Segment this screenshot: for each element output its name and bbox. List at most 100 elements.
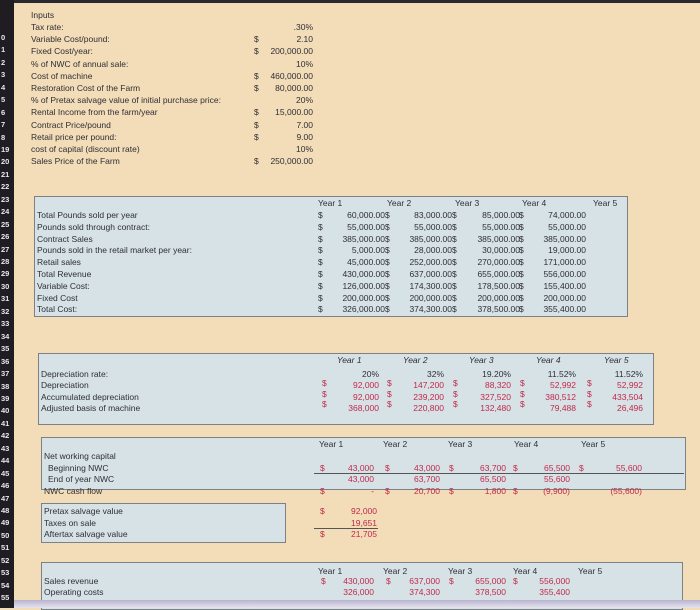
cell-value[interactable]: 65,500 [480,474,506,484]
cell-value[interactable]: 55,000.00 [482,221,520,232]
cell-value[interactable]: 385,000.00 [409,233,452,244]
input-value[interactable]: 7.00 [296,119,313,130]
cell-value[interactable]: 378,500 [475,587,506,598]
row-number[interactable]: 25 [1,219,10,229]
cell-value[interactable]: 79,488 [550,402,576,413]
row-number[interactable]: 47 [1,493,10,503]
input-label[interactable]: Cost of machine [31,70,93,81]
row-number[interactable]: 33 [1,319,10,329]
row-number[interactable]: 7 [1,120,6,130]
cell-value[interactable]: 52,992 [617,380,643,391]
row-number[interactable]: 28 [1,257,10,266]
row-number[interactable]: 31 [1,294,10,304]
input-value[interactable]: 15,000.00 [275,107,313,118]
cell-value[interactable]: 174,300.00 [409,280,452,291]
row-number[interactable]: 19 [1,144,10,154]
row-number[interactable]: 35 [1,344,10,354]
cell-value[interactable]: 92,000 [353,380,379,391]
input-value[interactable]: .30% [293,22,313,32]
row-number[interactable]: 51 [1,543,10,553]
cell-value[interactable]: (55,600) [610,485,642,496]
input-label[interactable]: Tax rate: [31,22,64,32]
row-number[interactable]: 32 [1,306,10,316]
row-number[interactable]: 8 [1,132,6,142]
cell-value[interactable]: 20,700 [414,485,440,496]
cell-value[interactable]: 1,800 [484,485,506,496]
cell-value[interactable]: 433,504 [612,391,643,402]
cell-value[interactable]: 270,000.00 [477,257,520,268]
row-number[interactable]: 40 [1,406,10,416]
cell-value[interactable]: 92,000 [351,506,377,516]
row-number[interactable]: 6 [1,107,6,117]
cell-value[interactable]: 43,000 [414,462,440,473]
cell-value[interactable]: 374,300 [409,587,440,598]
cell-value[interactable]: 655,000.00 [477,269,520,279]
cell-value[interactable]: 83,000.00 [414,210,452,220]
cell-value[interactable]: 637,000.00 [409,269,452,279]
cell-value[interactable]: 368,000 [348,402,379,413]
cell-value[interactable]: 252,000.00 [409,257,452,268]
input-value[interactable]: 250,000.00 [270,156,313,167]
cell-value[interactable]: 52,992 [550,380,576,391]
cell-value[interactable]: 155,400.00 [543,280,586,291]
cell-value[interactable]: 74,000.00 [548,210,586,220]
row-number[interactable]: 27 [1,244,10,254]
cell-value[interactable]: 126,000.00 [342,280,385,291]
row-number[interactable]: 42 [1,431,10,441]
input-value[interactable]: 460,000.00 [270,70,313,81]
cell-value[interactable]: 327,520 [480,391,511,402]
row-number[interactable]: 3 [1,70,6,80]
row-number[interactable]: 54 [1,580,10,590]
cell-value[interactable]: 178,500.00 [477,280,520,291]
cell-value[interactable]: 637,000 [409,576,440,586]
cell-value[interactable]: 92,000 [353,391,379,402]
cell-value[interactable]: 43,000 [348,462,374,473]
row-number[interactable]: 46 [1,481,10,491]
input-label[interactable]: Variable Cost/pound: [31,34,110,45]
cell-value[interactable]: 55,000.00 [347,221,385,232]
cell-value[interactable]: 63,700 [414,474,440,484]
row-number[interactable]: 0 [1,32,6,42]
cell-value[interactable]: 355,400 [539,587,570,598]
input-label[interactable]: Sales Price of the Farm [31,156,120,167]
input-value[interactable]: 200,000.00 [270,46,313,57]
cell-value[interactable]: 147,200 [413,380,444,391]
row-number[interactable]: 45 [1,468,10,478]
cell-value[interactable]: 378,500.00 [477,304,520,315]
input-label[interactable]: cost of capital (discount rate) [31,144,140,154]
cell-value[interactable]: 430,000.00 [342,269,385,279]
input-label[interactable]: Contract Price/pound [31,119,111,130]
cell-value[interactable]: 200,000.00 [543,292,586,303]
cell-value[interactable]: 85,000.00 [482,210,520,220]
row-number[interactable]: 29 [1,269,10,279]
cell-value[interactable]: 380,512 [545,391,576,402]
cell-value[interactable]: 30,000.00 [482,245,520,256]
cell-value[interactable]: 55,000.00 [548,221,586,232]
row-number[interactable]: 55 [1,593,10,603]
row-number[interactable]: 41 [1,418,10,428]
input-value[interactable]: 80,000.00 [275,83,313,93]
cell-value[interactable]: 55,600 [544,474,570,484]
cell-value[interactable]: 200,000.00 [342,292,385,303]
input-label[interactable]: Retail price per pound: [31,131,117,142]
row-number[interactable]: 50 [1,530,10,540]
cell-value[interactable]: - [371,485,374,496]
cell-value[interactable]: 220,800 [413,402,444,413]
row-number[interactable]: 23 [1,194,10,204]
input-label[interactable]: % of NWC of annual sale: [31,58,129,69]
cell-value[interactable]: 385,000.00 [477,233,520,244]
row-number[interactable]: 30 [1,281,10,291]
cell-value[interactable]: 655,000 [475,576,506,586]
row-number[interactable]: 44 [1,456,10,466]
cell-value[interactable]: 19,000.00 [548,245,586,256]
cell-value[interactable]: 60,000.00 [347,210,385,220]
cell-value[interactable]: 132,480 [480,402,511,413]
cell-value[interactable]: 556,000.00 [543,269,586,279]
row-number[interactable]: 22 [1,182,10,192]
cell-value[interactable]: 43,000 [348,474,374,484]
cell-value[interactable]: 385,000.00 [543,233,586,244]
row-number[interactable]: 34 [1,331,10,341]
row-number[interactable]: 36 [1,356,10,366]
cell-value[interactable]: 63,700 [480,462,506,473]
cell-value[interactable]: 28,000.00 [414,245,452,256]
